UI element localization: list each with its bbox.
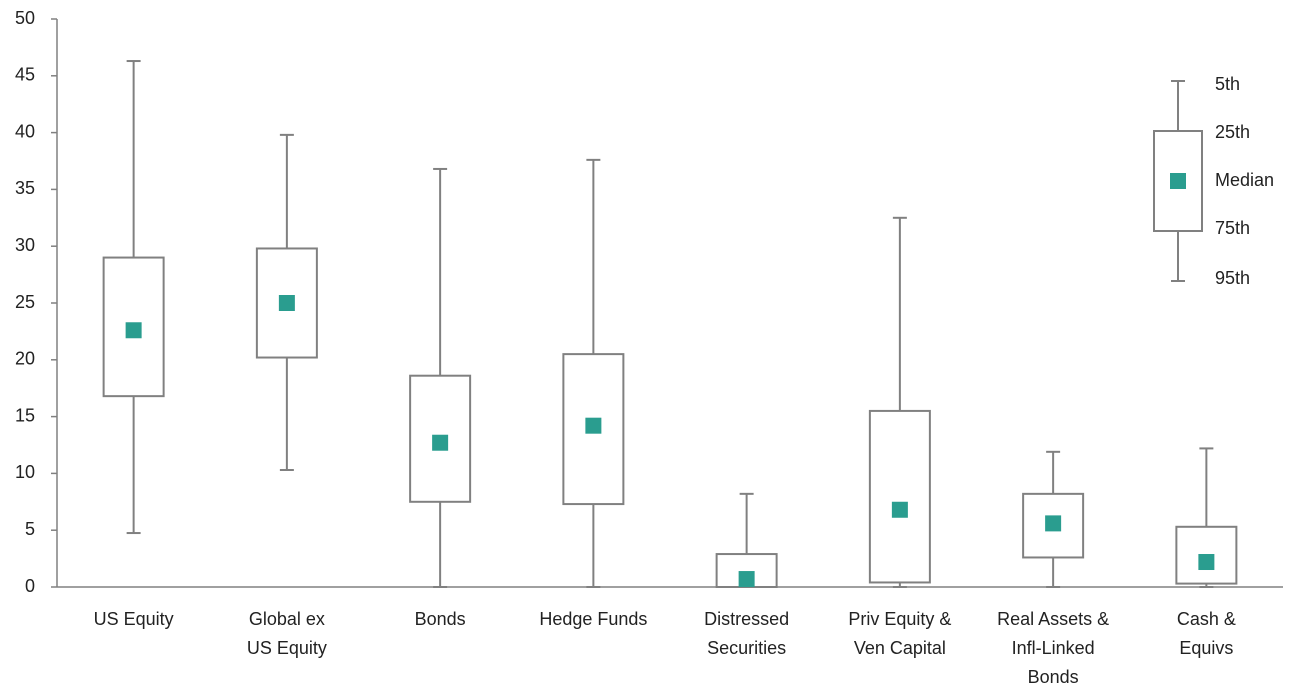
y-tick-label: 10 <box>15 462 35 482</box>
y-tick-label: 25 <box>15 292 35 312</box>
x-tick-label: Cash & <box>1177 609 1236 629</box>
x-tick-label: Real Assets & <box>997 609 1109 629</box>
x-tick-label: Distressed <box>704 609 789 629</box>
legend-label: 5th <box>1215 74 1240 94</box>
x-tick-label: Priv Equity & <box>848 609 951 629</box>
y-tick-label: 20 <box>15 349 35 369</box>
x-tick-label: Securities <box>707 638 786 658</box>
y-tick-label: 45 <box>15 65 35 85</box>
median <box>125 322 142 339</box>
median <box>738 571 755 588</box>
median <box>1198 554 1215 571</box>
y-tick-label: 50 <box>15 8 35 28</box>
median <box>1045 515 1062 532</box>
x-tick-label: Hedge Funds <box>539 609 647 629</box>
x-tick-label: Global ex <box>249 609 325 629</box>
box <box>868 409 931 584</box>
y-tick-label: 40 <box>15 121 35 141</box>
legend-label: 25th <box>1215 122 1250 142</box>
x-tick-label: Ven Capital <box>854 638 946 658</box>
legend: 5th 25th Median 75th 95th <box>1153 74 1274 288</box>
legend-median <box>1170 173 1186 189</box>
x-tick-label: Equivs <box>1179 638 1233 658</box>
legend-label: 95th <box>1215 268 1250 288</box>
y-tick-label: 35 <box>15 178 35 198</box>
x-tick-label: US Equity <box>247 638 327 658</box>
median <box>585 417 602 434</box>
x-tick-label: Infl-Linked <box>1012 638 1095 658</box>
x-tick-label: US Equity <box>94 609 174 629</box>
median <box>432 434 449 451</box>
y-tick-label: 15 <box>15 405 35 425</box>
y-tick-label: 30 <box>15 235 35 255</box>
x-tick-label: Bonds <box>1028 667 1079 687</box>
median <box>278 295 295 311</box>
y-tick-label: 5 <box>25 519 35 539</box>
y-tick-label: 0 <box>25 576 35 596</box>
legend-label: Median <box>1215 170 1274 190</box>
legend-label: 75th <box>1215 218 1250 238</box>
median <box>891 501 908 518</box>
x-tick-label: Bonds <box>415 609 466 629</box>
